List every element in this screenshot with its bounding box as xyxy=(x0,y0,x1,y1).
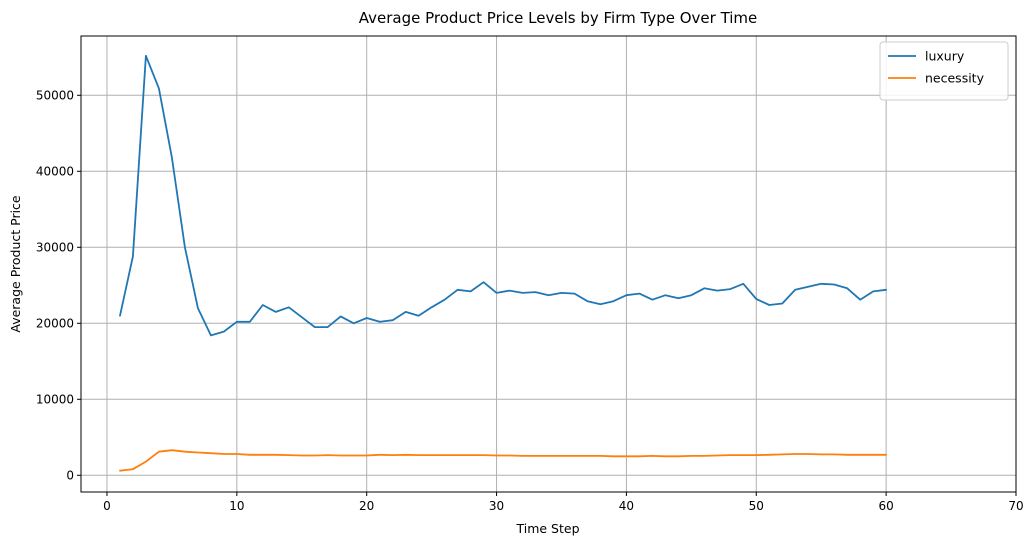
x-tick-label: 0 xyxy=(103,499,111,513)
y-tick-label: 20000 xyxy=(36,316,74,330)
y-tick-label: 50000 xyxy=(36,88,74,102)
x-tick-label: 50 xyxy=(749,499,764,513)
grid xyxy=(81,36,1017,492)
x-tick-label: 10 xyxy=(229,499,244,513)
y-tick-label: 10000 xyxy=(36,392,74,406)
x-tick-label: 20 xyxy=(359,499,374,513)
legend: luxury necessity xyxy=(879,41,1009,101)
y-axis-ticks: 0 10000 20000 30000 40000 50000 xyxy=(36,88,81,482)
series-line-necessity xyxy=(119,449,887,472)
y-tick-label: 30000 xyxy=(36,240,74,254)
x-tick-label: 60 xyxy=(878,499,893,513)
chart-title: Average Product Price Levels by Firm Typ… xyxy=(359,9,758,27)
y-tick-label: 0 xyxy=(66,468,74,482)
x-axis-label: Time Step xyxy=(515,521,579,536)
x-tick-label: 70 xyxy=(1008,499,1023,513)
series-line-luxury xyxy=(119,54,887,337)
x-tick-label: 40 xyxy=(619,499,634,513)
series-lines xyxy=(119,54,887,472)
legend-label-necessity: necessity xyxy=(925,71,985,86)
x-axis-ticks: 0 10 20 30 40 50 60 70 xyxy=(103,492,1024,513)
legend-label-luxury: luxury xyxy=(925,49,965,64)
y-tick-label: 40000 xyxy=(36,164,74,178)
plot-frame xyxy=(80,35,1017,493)
y-axis-label: Average Product Price xyxy=(8,195,23,333)
x-tick-label: 30 xyxy=(489,499,504,513)
